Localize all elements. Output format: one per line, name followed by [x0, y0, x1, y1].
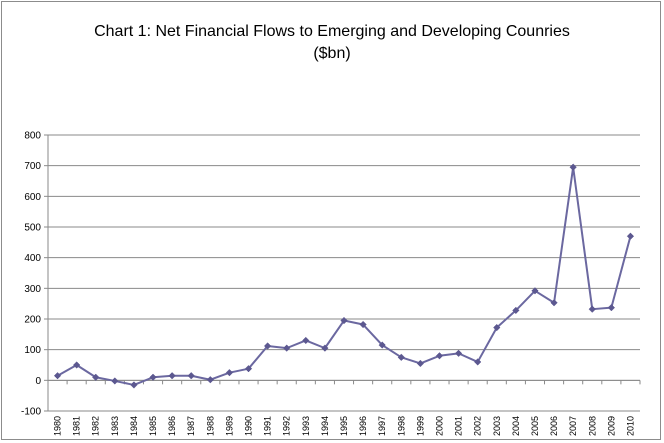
- data-point: [149, 373, 157, 381]
- chart-title-line-1: Chart 1: Net Financial Flows to Emerging…: [94, 23, 570, 40]
- data-point: [302, 336, 310, 345]
- x-tick-label: 1992: [282, 416, 292, 436]
- data-point: [531, 287, 539, 295]
- x-tick-label: 2001: [454, 416, 464, 436]
- x-tick-label: 2008: [587, 416, 597, 436]
- y-tick-label: 400: [24, 253, 41, 264]
- x-tick-label: 1997: [377, 416, 387, 436]
- y-axis-tick-labels: -100 0 100 200 300 400 500 600 700 800: [21, 131, 41, 418]
- data-point: [340, 316, 348, 325]
- y-tick-label: 300: [24, 284, 41, 295]
- x-tick-label: 2010: [625, 416, 635, 436]
- data-point: [283, 344, 291, 352]
- x-tick-label: 1984: [129, 416, 139, 436]
- x-tick-label: 1983: [110, 416, 120, 436]
- y-tick-label: 100: [24, 345, 41, 356]
- x-axis-tick-labels: 1980 1981 1982 1983 1984 1985 1986 1987 1988 1989…: [53, 416, 636, 436]
- data-point: [569, 163, 577, 171]
- data-point: [493, 323, 501, 332]
- x-tick-label: 2000: [434, 416, 444, 436]
- x-tick-label: 2007: [568, 416, 578, 436]
- y-tick-label: 200: [24, 315, 41, 326]
- y-tick-label: 600: [24, 192, 41, 203]
- chart-title-line-2: ($bn): [313, 45, 350, 62]
- x-tick-label: 2009: [606, 416, 616, 436]
- x-tick-label: 1995: [339, 416, 349, 436]
- axes: [44, 134, 641, 412]
- x-tick-label: 2003: [492, 416, 502, 436]
- data-point: [512, 306, 520, 315]
- data-point: [607, 303, 616, 312]
- series-line-path: [57, 166, 632, 386]
- data-point: [225, 369, 234, 377]
- x-tick-label: 2006: [549, 416, 559, 436]
- data-point: [72, 361, 81, 369]
- y-tick-label: -100: [21, 407, 41, 418]
- gridlines: [48, 134, 640, 412]
- x-tick-label: 1991: [263, 416, 273, 436]
- data-point: [588, 305, 596, 313]
- x-tick-label: 2002: [473, 416, 483, 436]
- x-tick-label: 1988: [205, 416, 215, 436]
- series-markers: [53, 163, 635, 389]
- data-point: [92, 373, 100, 381]
- data-point: [130, 381, 138, 389]
- data-point: [626, 232, 635, 240]
- data-point: [206, 376, 214, 384]
- series-line: [57, 166, 632, 386]
- data-point: [416, 359, 425, 368]
- x-tick-label: 1993: [301, 416, 311, 436]
- data-point: [550, 299, 558, 307]
- x-tick-label: 1981: [72, 416, 82, 436]
- x-tick-label: 1996: [358, 416, 368, 436]
- data-point: [53, 372, 62, 380]
- data-point: [474, 358, 482, 366]
- data-point: [111, 377, 119, 385]
- x-tick-label: 2004: [511, 416, 521, 436]
- x-tick-label: 1982: [91, 416, 101, 436]
- data-point: [435, 352, 444, 360]
- data-point: [359, 320, 367, 329]
- data-point: [378, 341, 386, 349]
- data-point: [321, 344, 329, 352]
- data-point: [244, 365, 253, 373]
- data-point: [263, 342, 272, 350]
- x-tick-label: 1989: [224, 416, 234, 436]
- x-tick-label: 2005: [530, 416, 540, 436]
- x-tick-label: 1985: [148, 416, 158, 436]
- x-tick-label: 1999: [415, 416, 425, 436]
- data-point: [168, 372, 176, 380]
- x-tick-label: 1998: [396, 416, 406, 436]
- data-point: [187, 372, 195, 380]
- data-point: [397, 353, 405, 361]
- x-tick-label: 1980: [53, 416, 63, 436]
- x-tick-label: 1994: [320, 416, 330, 436]
- y-tick-label: 800: [24, 131, 41, 142]
- y-tick-label: 0: [35, 376, 41, 387]
- y-tick-label: 500: [24, 223, 41, 234]
- y-tick-label: 700: [24, 161, 41, 172]
- data-point: [454, 349, 463, 358]
- x-tick-label: 1987: [186, 416, 196, 436]
- x-tick-label: 1986: [167, 416, 177, 436]
- x-tick-label: 1990: [244, 416, 254, 436]
